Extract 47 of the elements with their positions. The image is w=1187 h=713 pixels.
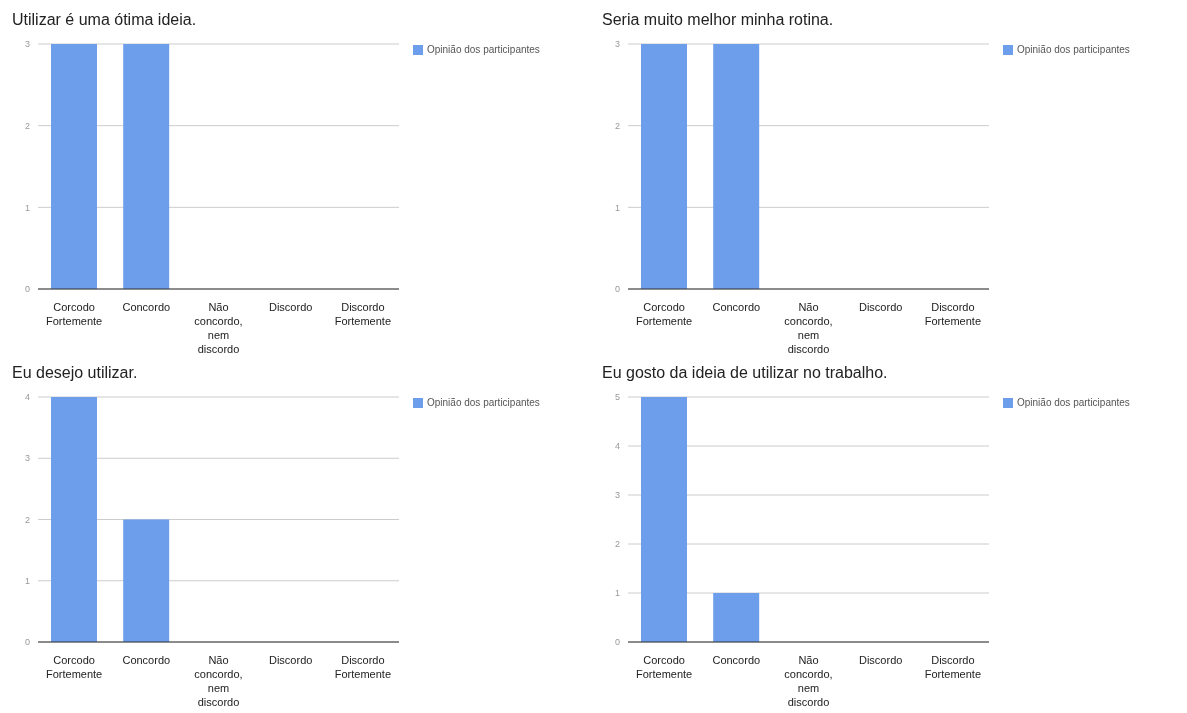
x-tick-label: Discordo Fortemente (924, 654, 982, 680)
x-tick-label: Discordo (859, 301, 903, 313)
legend-label: Opinião dos participantes (1017, 44, 1130, 55)
y-tick-label: 1 (24, 575, 30, 586)
y-tick-label: 4 (614, 441, 620, 452)
legend-label: Opinião dos participantes (427, 397, 540, 408)
x-tick-label: Concordo (712, 654, 761, 666)
legend-label: Opinião dos participantes (427, 44, 540, 55)
y-tick-label: 2 (614, 539, 620, 550)
y-tick-label: 1 (24, 202, 30, 213)
y-tick-label: 2 (24, 120, 30, 131)
x-tick-label: Discordo (269, 301, 313, 313)
y-tick-label: 1 (614, 588, 620, 599)
y-tick-label: 0 (614, 284, 620, 295)
x-tick-label: Discordo (269, 654, 313, 666)
x-tick-label: Corcodo Fortemente (635, 654, 693, 680)
x-tick-label: Não concordo, nem discordo (784, 654, 833, 708)
x-tick-label: Concordo (712, 301, 761, 313)
y-tick-label: 2 (24, 514, 30, 525)
x-tick-label: Discordo (859, 654, 903, 666)
y-tick-label: 1 (614, 202, 620, 213)
chart-title: Eu gosto da ideia de utilizar no trabalho. (601, 363, 889, 383)
x-tick-label: Concordo (122, 301, 171, 313)
y-tick-label: 5 (614, 392, 620, 403)
x-tick-label: Não concordo, nem discordo (194, 654, 243, 708)
y-tick-label: 3 (24, 453, 30, 464)
legend-label: Opinião dos participantes (1017, 397, 1130, 408)
y-tick-label: 0 (24, 284, 30, 295)
y-tick-label: 3 (614, 490, 620, 501)
x-tick-label: Concordo (122, 654, 171, 666)
x-tick-label: Corcodo Fortemente (45, 654, 103, 680)
chart-title: Seria muito melhor minha rotina. (601, 10, 835, 30)
y-tick-label: 2 (614, 120, 620, 131)
x-tick-label: Corcodo Fortemente (45, 301, 103, 327)
chart-title: Eu desejo utilizar. (11, 363, 139, 383)
y-tick-label: 0 (614, 637, 620, 648)
x-tick-label: Discordo Fortemente (334, 654, 392, 680)
chart-title: Utilizar é uma ótima ideia. (11, 10, 198, 30)
x-tick-label: Corcodo Fortemente (635, 301, 693, 327)
x-tick-label: Discordo Fortemente (924, 301, 982, 327)
x-tick-label: Não concordo, nem discordo (784, 301, 833, 355)
y-tick-label: 3 (24, 39, 30, 50)
x-tick-label: Discordo Fortemente (334, 301, 392, 327)
y-tick-label: 3 (614, 39, 620, 50)
y-tick-label: 0 (24, 637, 30, 648)
x-tick-label: Não concordo, nem discordo (194, 301, 243, 355)
y-tick-label: 4 (24, 392, 30, 403)
